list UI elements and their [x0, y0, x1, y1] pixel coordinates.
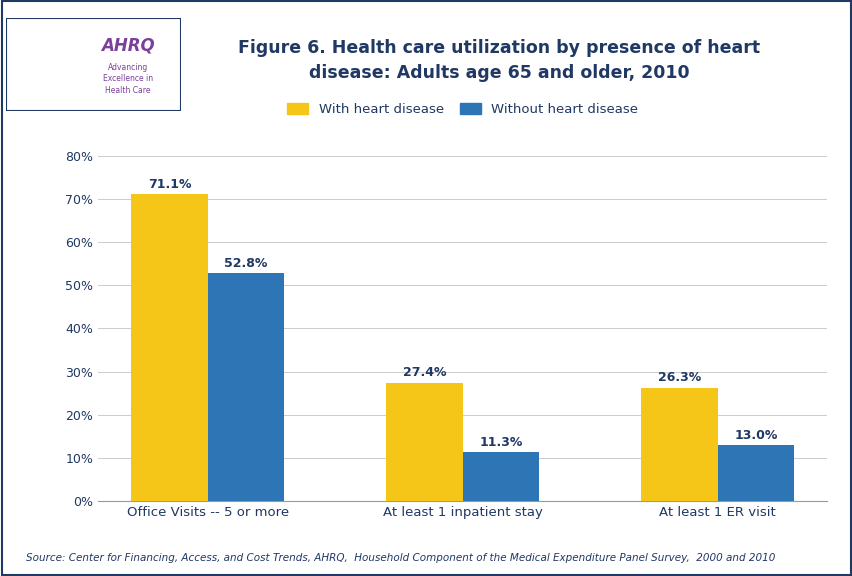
Text: Figure 6. Health care utilization by presence of heart
disease: Adults age 65 an: Figure 6. Health care utilization by pre… — [238, 39, 759, 82]
Bar — [208, 273, 284, 501]
Text: 26.3%: 26.3% — [657, 371, 700, 384]
Bar — [641, 388, 717, 501]
Text: 52.8%: 52.8% — [224, 256, 268, 270]
Text: 13.0%: 13.0% — [734, 429, 777, 441]
Text: Advancing
Excellence in
Health Care: Advancing Excellence in Health Care — [103, 63, 153, 94]
Text: 11.3%: 11.3% — [479, 436, 522, 449]
Bar — [386, 383, 463, 501]
Text: ✦: ✦ — [32, 53, 52, 77]
Text: 27.4%: 27.4% — [402, 366, 446, 380]
Text: 71.1%: 71.1% — [147, 177, 191, 191]
Text: Source: Center for Financing, Access, and Cost Trends, AHRQ,  Household Componen: Source: Center for Financing, Access, an… — [26, 554, 774, 563]
Bar — [717, 445, 793, 501]
Bar — [131, 194, 208, 501]
Bar — [462, 452, 538, 501]
Text: AHRQ: AHRQ — [101, 36, 154, 54]
Legend: With heart disease, Without heart disease: With heart disease, Without heart diseas… — [287, 103, 637, 116]
